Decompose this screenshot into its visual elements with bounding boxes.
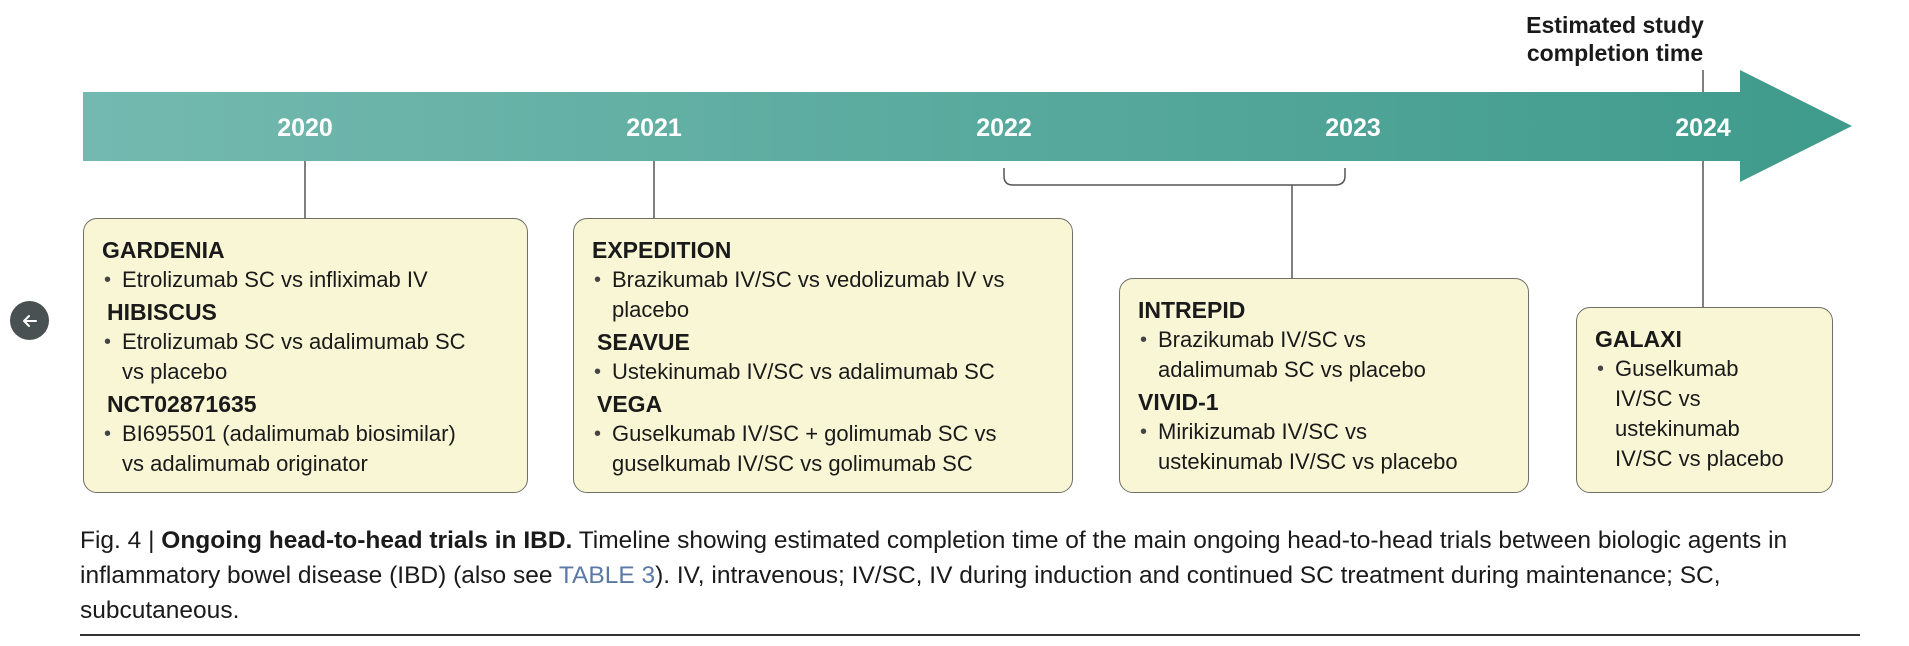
arrow-left-icon (22, 314, 37, 327)
trial-name: GARDENIA (102, 237, 225, 263)
year-2023: 2023 (1325, 114, 1381, 142)
bullet-icon: • (1140, 421, 1148, 443)
trial-desc: • BI695501 (adalimumab biosimilar) vs adal… (104, 421, 456, 476)
trial-name: SEAVUE (597, 329, 690, 355)
trial-desc: • Brazikumab IV/SC vs adalimumab SC vs pla… (1140, 327, 1426, 382)
bullet-icon: • (594, 423, 602, 445)
caption-title: Ongoing head-to-head trials in IBD. (161, 527, 573, 554)
bullet-icon: • (104, 331, 112, 353)
bullet-icon: • (594, 269, 602, 291)
bullet-icon: • (594, 361, 602, 383)
bullet-icon: • (104, 269, 112, 291)
trial-desc: • Etrolizumab SC vs adalimumab SC vs place… (104, 329, 466, 384)
completion-label-line1: Estimated study (1526, 12, 1704, 38)
timeline-arrow (83, 70, 1852, 182)
back-button[interactable] (10, 301, 49, 340)
caption-text: Timeline showing estimated completion ti… (80, 527, 1788, 589)
trial-box-2022-2023: INTREPID • Brazikumab IV/SC vs adalimumab … (1119, 278, 1529, 493)
trial-box-2020: GARDENIA • Etrolizumab SC vs infliximab I… (83, 218, 528, 493)
trial-name: VEGA (597, 391, 663, 417)
trial-box-2024: GALAXI • Guselkumab IV/SC vs ustekinumab IV/… (1576, 307, 1833, 493)
table-link[interactable]: TABLE 3 (558, 562, 656, 589)
bullet-icon: • (1140, 329, 1148, 351)
trial-name: GALAXI (1595, 326, 1682, 352)
trial-box-2021: EXPEDITION • Brazikumab IV/SC vs vedolizu… (573, 218, 1073, 493)
caption-divider (80, 634, 1860, 636)
bullet-icon: • (1597, 358, 1605, 380)
figure-caption: Fig. 4 | Ongoing head-to-head trials in … (80, 523, 1860, 628)
caption-prefix: Fig. 4 | (80, 527, 162, 554)
year-2021: 2021 (626, 114, 682, 142)
year-2020: 2020 (277, 114, 333, 142)
completion-label-line2: completion time (1527, 40, 1703, 66)
trial-desc: • Etrolizumab SC vs infliximab IV (102, 265, 513, 295)
trial-name: EXPEDITION (592, 237, 732, 263)
trial-desc: • Guselkumab IV/SC vs ustekinumab IV/SC vs p… (1597, 356, 1784, 471)
year-2022: 2022 (976, 114, 1032, 142)
trial-name: INTREPID (1138, 297, 1246, 323)
trial-name: NCT02871635 (107, 391, 257, 417)
year-2024: 2024 (1675, 114, 1731, 142)
bracket-2022-2023 (1003, 168, 1346, 186)
trial-name: HIBISCUS (107, 299, 217, 325)
trial-desc: • Mirikizumab IV/SC vs ustekinumab IV/SC v… (1140, 419, 1458, 474)
trial-name: VIVID-1 (1138, 389, 1219, 415)
caption-text: ). IV, intravenous; IV/SC, IV during ind… (80, 562, 1721, 624)
trial-desc: • Guselkumab IV/SC + golimumab SC vs gusel… (594, 421, 997, 476)
trial-desc: • Brazikumab IV/SC vs vedolizumab IV vs pl… (594, 267, 1005, 322)
bullet-icon: • (104, 423, 112, 445)
trial-desc: • Ustekinumab IV/SC vs adalimumab SC (592, 357, 1058, 387)
